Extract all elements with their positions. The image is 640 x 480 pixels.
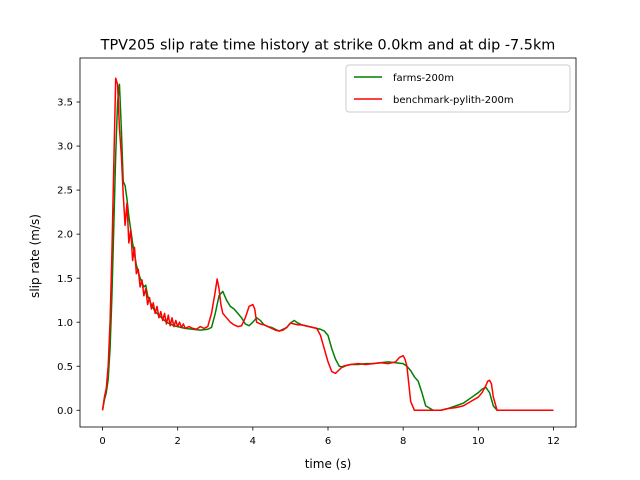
legend-label: farms-200m	[393, 73, 454, 84]
x-tick-label: 2	[175, 436, 181, 447]
legend-box	[345, 64, 571, 113]
y-tick-label: 2.0	[57, 230, 73, 241]
legend: farms-200m benchmark-pylith-200m	[345, 64, 571, 113]
y-tick-label: 0.5	[57, 362, 73, 373]
chart-title: TPV205 slip rate time history at strike …	[100, 38, 556, 54]
y-tick-label: 0.0	[57, 406, 73, 417]
y-tick-label: 3.0	[57, 142, 73, 153]
y-tick-label: 3.5	[57, 98, 73, 109]
x-tick-label: 10	[472, 436, 485, 447]
plot-area	[101, 77, 554, 412]
x-tick-label: 8	[400, 436, 406, 447]
x-tick-label: 12	[547, 436, 560, 447]
x-tick-label: 0	[99, 436, 105, 447]
axes: 0 2 4 6 8 10 12 0.0 0.5 1.0 1.5 2.0 2.5 3.0 3.5	[57, 57, 577, 447]
x-tick-label: 6	[325, 436, 331, 447]
x-axis-label: time (s)	[305, 457, 352, 471]
y-tick-label: 1.5	[57, 274, 73, 285]
y-tick-label: 1.0	[57, 318, 73, 329]
x-tick-label: 4	[250, 436, 256, 447]
legend-label: benchmark-pylith-200m	[393, 95, 514, 106]
y-tick-label: 2.5	[57, 186, 73, 197]
y-axis-label: slip rate (m/s)	[28, 214, 42, 298]
series-line-benchmark-pylith-200m	[101, 77, 554, 412]
